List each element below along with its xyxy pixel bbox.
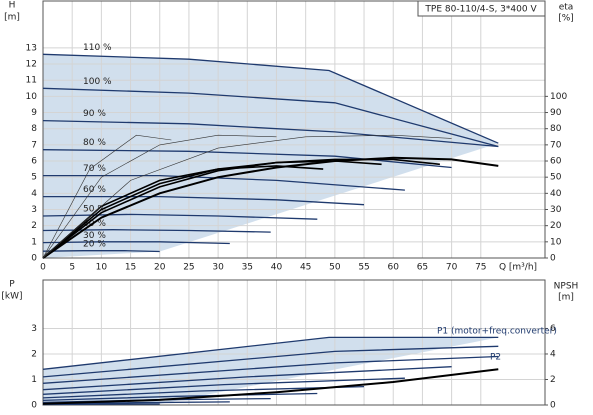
speed-label: 30 % (83, 231, 106, 241)
y-tick-label: 10 (26, 92, 38, 102)
y-tick-label: 0 (31, 401, 37, 411)
y2-axis-unit: [m] (558, 293, 574, 303)
curve (42, 53, 499, 144)
y-tick-label: 2 (31, 349, 37, 359)
y-tick-label: 12 (26, 60, 37, 70)
efficiency-curve (42, 134, 452, 259)
curve (42, 149, 452, 169)
x-tick-label: 40 (271, 263, 283, 273)
x-tick-label: 0 (40, 263, 46, 273)
y2-tick-label: 80 (550, 124, 562, 134)
x-tick-label: 20 (154, 263, 166, 273)
x-axis-label: Q [m³/h] (499, 263, 537, 273)
y2-tick-label: 10 (550, 237, 562, 247)
curve (42, 345, 499, 378)
x-tick-label: 5 (69, 263, 75, 273)
y2-tick-label: 100 (550, 92, 567, 102)
chart-title: TPE 80-110/4-S, 3*400 V (424, 5, 537, 15)
efficiency-curve (42, 368, 499, 405)
x-tick-label: 55 (358, 263, 369, 273)
speed-label: 40 % (83, 219, 106, 229)
curve (42, 355, 499, 384)
y-tick-label: 6 (31, 157, 37, 167)
x-tick-label: 65 (417, 263, 428, 273)
y-axis-label: H (9, 1, 16, 11)
curve (42, 336, 499, 370)
curve (42, 87, 499, 148)
x-tick-label: 70 (446, 263, 458, 273)
y-tick-label: 1 (31, 375, 37, 385)
speed-label: 90 % (83, 109, 106, 119)
y-tick-label: 8 (31, 124, 37, 134)
y2-axis-label: eta (559, 3, 574, 13)
curve (42, 250, 160, 253)
y2-tick-label: 0 (550, 401, 556, 411)
curve (42, 403, 160, 406)
y-tick-label: 9 (31, 108, 37, 118)
curve (42, 213, 318, 220)
curve (43, 195, 365, 206)
y-axis-label: P (9, 280, 15, 290)
speed-label: 70 % (83, 164, 106, 174)
y-tick-label: 5 (31, 173, 37, 183)
efficiency-curve (42, 156, 499, 259)
y2-tick-label: 40 (550, 189, 562, 199)
x-tick-label: 45 (300, 263, 311, 273)
y2-tick-label: 6 (550, 324, 556, 334)
x-tick-label: 25 (183, 263, 194, 273)
y2-tick-label: 4 (550, 349, 556, 359)
speed-label: 60 % (83, 185, 106, 195)
speed-label: 50 % (83, 204, 106, 214)
x-tick-label: 60 (388, 263, 400, 273)
speed-label: 20 % (83, 240, 106, 250)
x-tick-label: 10 (96, 263, 108, 273)
y-axis-unit: [kW] (1, 292, 22, 302)
y-tick-label: 7 (31, 140, 37, 150)
y2-tick-label: 60 (550, 157, 562, 167)
efficiency-curve (42, 134, 172, 259)
annotation: P1 (motor+freq.converter) (437, 327, 557, 337)
y-tick-label: 1 (31, 237, 37, 247)
x-tick-label: 30 (212, 263, 224, 273)
operating-range (43, 54, 499, 258)
x-tick-label: 15 (125, 263, 136, 273)
y-tick-label: 3 (31, 324, 37, 334)
speed-label: 100 % (83, 77, 112, 87)
y-axis-unit: [m] (4, 13, 20, 23)
y-tick-label: 13 (26, 43, 37, 53)
curve (42, 392, 318, 402)
y-tick-label: 4 (31, 189, 37, 199)
efficiency-curve (42, 134, 277, 259)
curve (42, 119, 499, 148)
y-tick-label: 0 (31, 254, 37, 264)
curve (42, 385, 365, 399)
curve (42, 377, 405, 395)
x-tick-label: 75 (475, 263, 486, 273)
x-tick-label: 35 (242, 263, 253, 273)
speed-label: 110 % (83, 43, 112, 53)
y2-tick-label: 2 (550, 375, 556, 385)
title-box (417, 0, 546, 17)
speed-label: 80 % (83, 138, 106, 148)
y2-tick-label: 70 (550, 140, 562, 150)
y2-tick-label: 30 (550, 205, 562, 215)
plot-frame (42, 0, 546, 259)
y2-axis-label: NPSH (554, 282, 579, 292)
y-tick-label: 2 (31, 221, 37, 231)
y2-tick-label: 90 (550, 108, 562, 118)
x-tick-label: 50 (329, 263, 341, 273)
curve (42, 241, 230, 245)
annotation: P2 (490, 353, 501, 363)
y2-axis-unit: [%] (558, 14, 574, 24)
y2-tick-label: 0 (550, 254, 556, 264)
plot-frame (42, 279, 546, 406)
y2-tick-label: 20 (550, 221, 562, 231)
y2-tick-label: 50 (550, 173, 562, 183)
y-tick-label: 3 (31, 205, 37, 215)
y-tick-label: 11 (26, 76, 37, 86)
curve (42, 366, 452, 391)
